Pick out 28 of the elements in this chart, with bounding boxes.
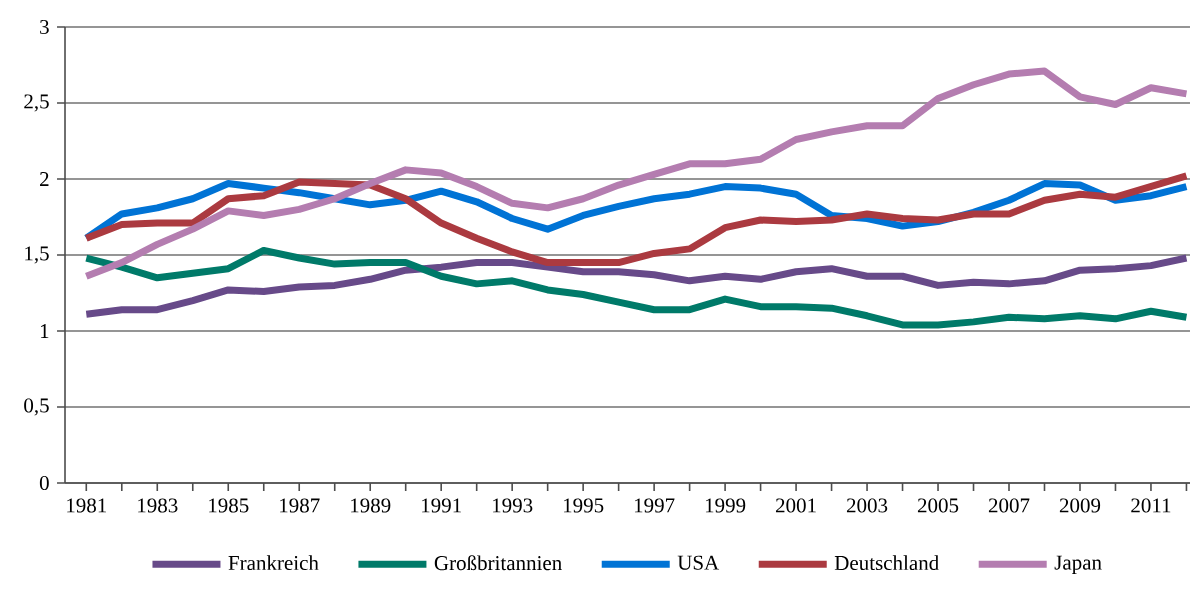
x-tick-label: 2009 [1059, 498, 1101, 513]
legend-label: Großbritannien [434, 555, 562, 571]
y-tick-label: 0,5 [24, 398, 49, 416]
x-tick-label: 1993 [493, 498, 533, 513]
x-tick-label: 1985 [209, 498, 249, 513]
x-tick-label: 1999 [705, 498, 746, 513]
x-tick-label: 2011 [1131, 498, 1171, 513]
x-tick-label: 1983 [138, 498, 178, 513]
legend-label: Japan [1054, 555, 1102, 574]
x-tick-label: 2003 [846, 498, 888, 513]
y-tick-label: 2 [40, 172, 49, 186]
y-tick-label: 1,5 [25, 246, 49, 264]
x-tick-label: 1997 [634, 498, 675, 513]
x-tick-label: 2007 [988, 498, 1030, 513]
y-tick-label: 2,5 [24, 94, 49, 112]
x-tick-label: 2005 [917, 498, 959, 513]
legend-label: Frankreich [228, 555, 319, 571]
y-tick-label: 1 [40, 324, 49, 338]
y-tick-label: 0 [39, 475, 49, 491]
x-tick-label: 1991 [422, 498, 461, 513]
y-tick-label: 3 [40, 19, 49, 35]
x-tick-label: 2001 [775, 498, 816, 513]
legend-label: Deutschland [834, 555, 939, 571]
x-tick-label: 1989 [351, 498, 391, 513]
x-tick-label: 1995 [563, 498, 604, 513]
legend-label: USA [677, 555, 720, 570]
x-tick-label: 1987 [280, 498, 320, 513]
x-tick-label: 1981 [67, 498, 107, 513]
